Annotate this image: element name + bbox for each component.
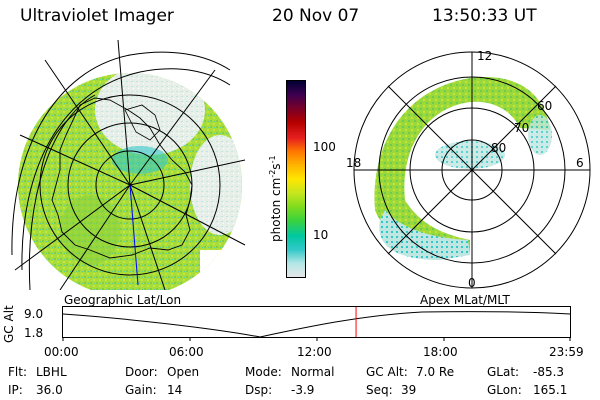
dsp-value: -3.9 xyxy=(291,383,315,397)
mode-value: Normal xyxy=(291,365,335,379)
altitude-ytick-high: 9.0 xyxy=(24,307,44,321)
colorbar-label: photon cm-2s-1 xyxy=(268,155,283,242)
gain-label: Gain: xyxy=(125,383,157,397)
continent-outline xyxy=(51,97,193,259)
ip-value: 36.0 xyxy=(36,383,63,397)
seq-value: 39 xyxy=(401,383,417,397)
left-map-label: Geographic Lat/Lon xyxy=(64,293,182,307)
observation-time: 13:50:33 UT xyxy=(432,6,537,26)
altitude-ylabel: GC Alt xyxy=(2,305,16,343)
ip-label: IP: xyxy=(8,383,23,397)
glon-label: GLon: xyxy=(487,383,522,397)
altitude-ytick-low: 1.8 xyxy=(24,326,44,340)
glat-label: GLat: xyxy=(487,365,520,379)
left-lat-circles xyxy=(11,51,231,290)
mlat-label-60: 60 xyxy=(537,99,552,113)
mlt-label-6: 6 xyxy=(576,156,584,170)
altitude-xtick-2359: 23:59 xyxy=(549,345,584,359)
right-grid xyxy=(353,51,591,289)
altitude-x-ticks xyxy=(62,337,571,341)
right-map-label: Apex MLat/MLT xyxy=(420,293,510,307)
altitude-curve xyxy=(62,311,571,338)
altitude-xtick-1200: 12:00 xyxy=(297,345,332,359)
flt-label: Flt: xyxy=(8,365,27,379)
seq-label: Seq: xyxy=(366,383,393,397)
mode-label: Mode: xyxy=(245,365,282,379)
geographic-map xyxy=(11,40,246,290)
dsp-label: Dsp: xyxy=(245,383,273,397)
colorbar-tick-100: 100 xyxy=(313,140,336,154)
gcalt-label: GC Alt: xyxy=(366,365,408,379)
mlat-label-70: 70 xyxy=(514,121,529,135)
altitude-xtick-1800: 18:00 xyxy=(423,345,458,359)
observation-date: 20 Nov 07 xyxy=(272,6,360,26)
midnight-meridian xyxy=(129,184,139,286)
colorbar-tick-10: 10 xyxy=(313,228,329,242)
altitude-plot-frame xyxy=(62,306,571,338)
gcalt-value: 7.0 Re xyxy=(416,365,455,379)
right-aurora-image xyxy=(374,77,552,260)
mlt-label-0: 0 xyxy=(468,276,476,290)
flt-value: LBHL xyxy=(36,365,67,379)
glat-value: -85.3 xyxy=(533,365,565,379)
left-aurora-image xyxy=(18,73,242,290)
altitude-xtick-0600: 06:00 xyxy=(169,345,204,359)
door-label: Door: xyxy=(125,365,158,379)
mlt-label-12: 12 xyxy=(477,49,492,63)
door-value: Open xyxy=(167,365,200,379)
instrument-title: Ultraviolet Imager xyxy=(20,6,174,26)
mlt-label-18: 18 xyxy=(346,156,361,170)
glon-value: 165.1 xyxy=(533,383,568,397)
gain-value: 14 xyxy=(167,383,183,397)
colorbar xyxy=(286,80,306,278)
altitude-xtick-0000: 00:00 xyxy=(44,345,79,359)
mlat-label-80: 80 xyxy=(491,141,506,155)
left-meridians xyxy=(14,40,246,290)
magnetic-map: 12 18 6 0 60 70 80 xyxy=(346,49,591,290)
altitude-plot xyxy=(62,306,571,341)
